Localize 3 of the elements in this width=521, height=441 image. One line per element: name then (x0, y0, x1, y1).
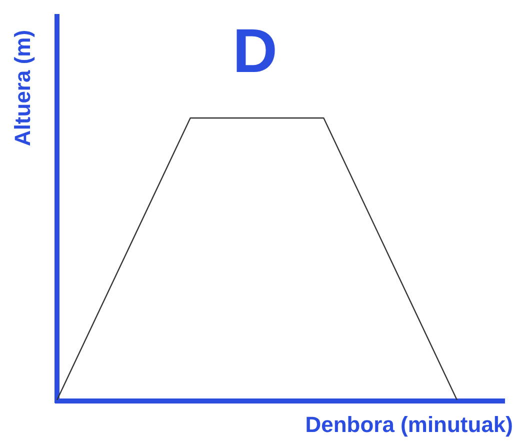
chart-title: D (232, 17, 278, 86)
x-axis-title: Denbora (minutuak) (305, 412, 513, 437)
y-axis-title: Altuera (m) (10, 30, 35, 146)
